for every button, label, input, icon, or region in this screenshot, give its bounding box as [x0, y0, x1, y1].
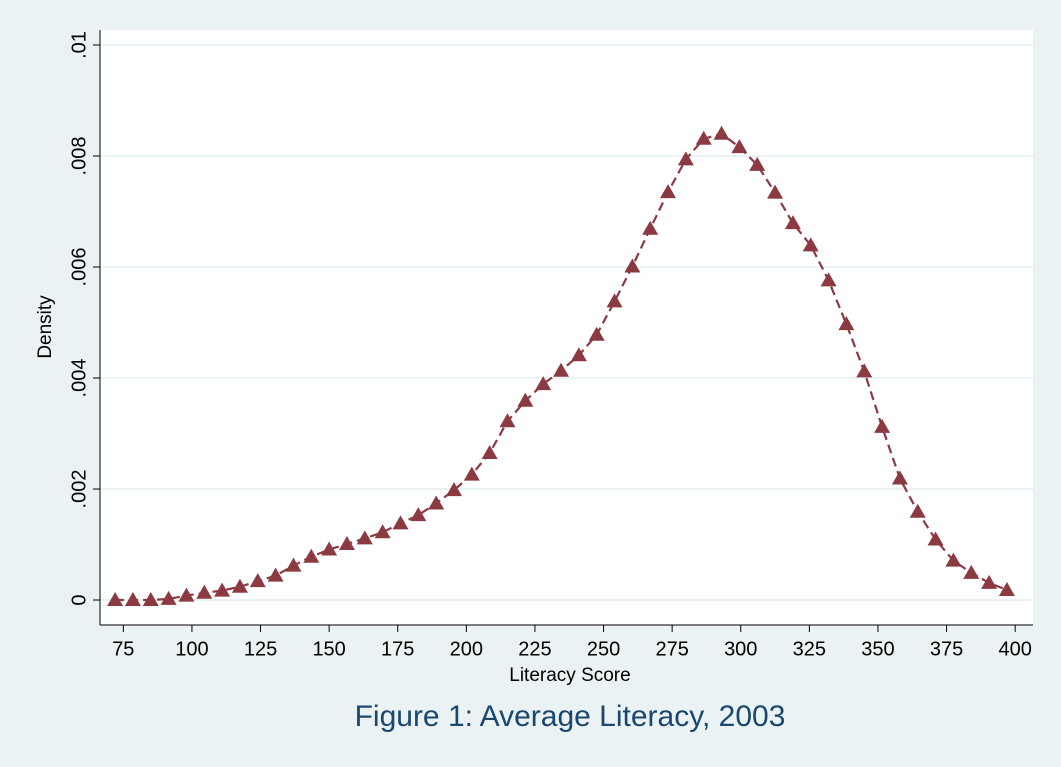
y-tick-label: .008: [68, 137, 90, 176]
data-point: [178, 587, 195, 602]
data-point: [142, 592, 159, 607]
data-point: [570, 347, 587, 362]
x-tick-label: 250: [587, 638, 620, 660]
x-tick-label: 125: [244, 638, 277, 660]
data-point: [874, 418, 891, 433]
data-point: [998, 582, 1015, 597]
data-point: [249, 573, 266, 588]
data-point: [981, 574, 998, 589]
x-tick-label: 400: [998, 638, 1031, 660]
data-point: [677, 151, 694, 166]
x-tick-label: 225: [518, 638, 551, 660]
data-point: [463, 466, 480, 481]
data-point: [802, 237, 819, 252]
grid: [100, 43, 1033, 602]
data-point: [713, 125, 730, 140]
data-point: [963, 564, 980, 579]
data-point: [428, 495, 445, 510]
data-point: [535, 376, 552, 391]
data-point: [481, 444, 498, 459]
data-point: [160, 590, 177, 605]
x-tick-label: 150: [312, 638, 345, 660]
x-tick-label: 275: [655, 638, 688, 660]
data-point: [909, 503, 926, 518]
data-point: [196, 584, 213, 599]
x-axis-title: Literacy Score: [509, 665, 630, 686]
data-point: [749, 156, 766, 171]
x-tick-label: 200: [450, 638, 483, 660]
data-point: [499, 413, 516, 428]
data-point: [517, 392, 534, 407]
data-point: [624, 258, 641, 273]
data-point: [945, 552, 962, 567]
data-point: [856, 363, 873, 378]
y-tick-label: .01: [68, 31, 90, 59]
data-point: [767, 184, 784, 199]
data-point: [588, 326, 605, 341]
data-point: [660, 184, 677, 199]
data-point: [338, 535, 355, 550]
data-point: [107, 592, 124, 607]
data-point: [731, 139, 748, 154]
data-point: [445, 482, 462, 497]
x-tick-label: 325: [793, 638, 826, 660]
data-point: [784, 215, 801, 230]
y-tick-label: 0: [68, 594, 90, 605]
data-point: [606, 293, 623, 308]
data-point: [927, 531, 944, 546]
data-point: [356, 530, 373, 545]
y-axis-title: Density: [35, 295, 56, 359]
data-point: [838, 316, 855, 331]
data-point: [891, 470, 908, 485]
chart-title: Figure 1: Average Literacy, 2003: [355, 700, 786, 733]
data-point: [231, 578, 248, 593]
data-point: [285, 557, 302, 572]
x-tick-label: 175: [381, 638, 414, 660]
data-point: [374, 524, 391, 539]
data-point: [695, 130, 712, 145]
plot-area: [100, 30, 1033, 625]
y-tick-label: .004: [68, 359, 90, 398]
data-point: [124, 592, 141, 607]
data-point: [410, 507, 427, 522]
data-point: [553, 362, 570, 377]
y-tick-label: .002: [68, 470, 90, 509]
data-point: [214, 582, 231, 597]
data-point: [392, 515, 409, 530]
x-tick-label: 75: [112, 638, 134, 660]
data-point: [820, 272, 837, 287]
y-tick-label: .006: [68, 248, 90, 287]
x-tick-label: 375: [930, 638, 963, 660]
x-tick-label: 100: [175, 638, 208, 660]
data-point: [321, 541, 338, 556]
x-tick-label: 300: [724, 638, 757, 660]
data-point: [642, 220, 659, 235]
data-point: [267, 567, 284, 582]
data-point: [303, 548, 320, 563]
x-tick-label: 350: [861, 638, 894, 660]
